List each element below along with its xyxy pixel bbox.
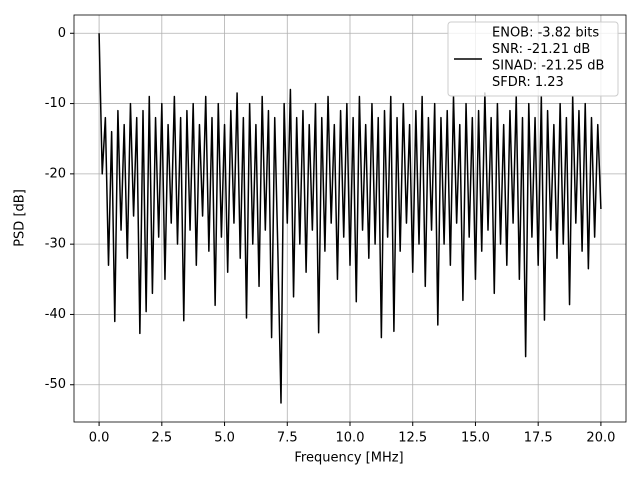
x-tick-label: 17.5: [524, 431, 553, 446]
legend-label: SNR: -21.21 dB: [492, 42, 590, 57]
y-tick-label: -40: [45, 307, 66, 322]
x-tick-label: 0.0: [89, 431, 110, 446]
x-tick-label: 10.0: [336, 431, 365, 446]
y-tick-label: -10: [45, 96, 66, 111]
x-tick-label: 20.0: [586, 431, 615, 446]
psd-line: [98, 33, 602, 404]
x-tick-label: 12.5: [398, 431, 427, 446]
legend-label: ENOB: -3.82 bits: [492, 26, 599, 41]
y-tick-label: -30: [45, 237, 66, 252]
x-tick-label: 7.5: [277, 431, 298, 446]
legend-box: [447, 21, 619, 97]
x-tick-label: 2.5: [151, 431, 172, 446]
y-tick-label: -50: [45, 377, 66, 392]
plot-frame: [73, 14, 627, 423]
x-tick-label: 5.0: [214, 431, 235, 446]
y-axis-label: PSD [dB]: [13, 189, 28, 247]
y-tick-label: -20: [45, 166, 66, 181]
legend-label: SFDR: 1.23: [492, 75, 564, 90]
legend-label: SINAD: -21.25 dB: [492, 59, 604, 74]
x-tick-label: 15.0: [461, 431, 490, 446]
x-axis-label: Frequency [MHz]: [294, 451, 403, 466]
y-tick-label: 0: [58, 26, 66, 41]
